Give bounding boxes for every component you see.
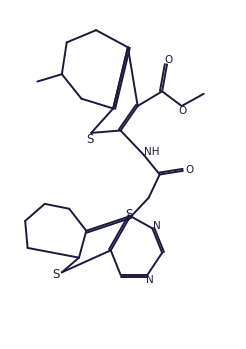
- Text: O: O: [185, 165, 193, 174]
- Text: O: O: [164, 54, 172, 65]
- Text: S: S: [125, 208, 133, 221]
- Text: N: N: [153, 221, 161, 231]
- Text: S: S: [52, 268, 60, 281]
- Text: S: S: [86, 133, 94, 146]
- Text: NH: NH: [144, 148, 159, 157]
- Text: O: O: [179, 106, 187, 116]
- Text: N: N: [146, 275, 154, 285]
